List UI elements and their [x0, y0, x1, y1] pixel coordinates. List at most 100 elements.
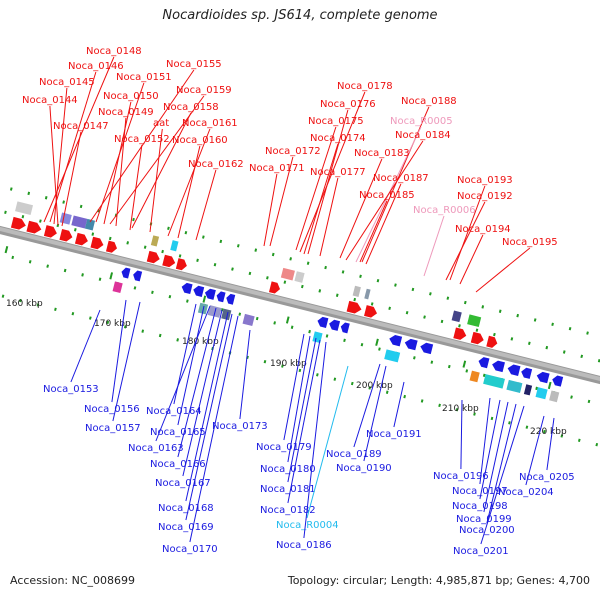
feature-block [451, 310, 462, 323]
backbone-line [0, 222, 600, 387]
kbp-label: 200 kbp [356, 381, 393, 391]
gene-label-top: Noca_0185 [359, 190, 415, 201]
track-dot [325, 334, 329, 338]
feature-block [506, 379, 523, 393]
track-dot [423, 315, 426, 319]
gene-label-bottom: Noca_0191 [366, 429, 422, 440]
forward-gene [346, 300, 362, 314]
feature-block [467, 314, 482, 328]
label-leader [149, 128, 163, 233]
forward-gene [105, 240, 118, 253]
track-dot [353, 297, 357, 302]
label-leader [480, 405, 525, 545]
track-dot [178, 254, 182, 258]
gene-label-bottom: Noca_0198 [452, 501, 508, 512]
track-dot [133, 286, 137, 290]
track-dot [71, 311, 75, 316]
forward-gene [364, 305, 378, 318]
label-leader [449, 185, 486, 281]
reverse-gene [478, 357, 490, 369]
gene-label-top: Noca_0152 [114, 134, 170, 145]
feature-block [469, 370, 480, 383]
label-leader [359, 200, 388, 263]
track-dot [27, 191, 31, 196]
label-leader [112, 301, 141, 422]
gene-label-bottom: Noca_0153 [43, 384, 99, 395]
track-dot [482, 373, 486, 377]
label-leader [479, 397, 491, 485]
label-leader [53, 87, 68, 225]
track-dot [463, 300, 467, 305]
reverse-gene [507, 364, 521, 377]
kbp-label: 170 kbp [94, 319, 131, 329]
track-dot [368, 386, 372, 390]
gene-label-bottom: Noca_0186 [276, 540, 332, 551]
track-dot [458, 324, 461, 328]
track-dot [324, 265, 327, 270]
track-dot [335, 293, 339, 297]
track-dot [79, 204, 83, 209]
track-dot [141, 329, 145, 333]
label-leader [103, 101, 132, 225]
track-dot [196, 258, 199, 263]
forward-gene [43, 225, 57, 238]
track-dot [62, 200, 65, 204]
feature-block [364, 288, 371, 300]
gene-label-bottom: Noca_0166 [150, 459, 206, 470]
gene-label-top: Noca_0178 [337, 81, 393, 92]
kbp-tick [547, 381, 552, 390]
label-leader [475, 247, 531, 293]
label-leader [479, 399, 501, 500]
track-dot [568, 327, 572, 331]
gene-label-top: Noca_0155 [166, 59, 222, 70]
reverse-gene [521, 367, 533, 379]
forward-gene [486, 335, 498, 348]
track-dot [333, 377, 337, 381]
label-leader [131, 112, 192, 229]
label-leader [195, 169, 217, 241]
track-dot [176, 338, 179, 342]
track-dot [289, 257, 293, 261]
gene-label-bottom: Noca_0189 [326, 449, 382, 460]
feature-block [384, 349, 401, 363]
track-dot [388, 306, 391, 311]
label-leader [263, 173, 278, 247]
feature-block [150, 235, 160, 247]
track-dot [186, 299, 189, 303]
gene-label-bottom: Noca_0196 [433, 471, 489, 482]
reverse-gene [340, 322, 350, 334]
kbp-label: 190 kbp [270, 359, 307, 369]
track-dot [403, 394, 407, 399]
label-leader [363, 365, 387, 462]
track-dot [21, 214, 25, 219]
kbp-label: 220 kbp [530, 427, 567, 437]
track-dot [586, 331, 589, 335]
gene-label-top: Noca_0188 [401, 96, 457, 107]
kbp-label: 180 kbp [182, 337, 219, 347]
track-dot [255, 316, 259, 321]
track-dot [273, 321, 277, 325]
forward-gene [10, 216, 26, 230]
gene-label-bottom: Noca_0169 [158, 522, 214, 533]
label-leader [111, 299, 127, 403]
feature-block [71, 215, 88, 229]
reverse-gene [133, 270, 143, 282]
gene-label-top: Noca_0175 [308, 116, 364, 127]
track-dot [508, 421, 511, 425]
feature-block [280, 267, 295, 281]
track-dot [98, 277, 102, 281]
label-leader [129, 144, 143, 231]
label-leader [115, 117, 127, 227]
track-dot [473, 412, 476, 416]
label-leader [486, 403, 517, 524]
reverse-gene [121, 267, 131, 279]
gene-label-bottom: Noca_0205 [519, 472, 575, 483]
kbp-tick [4, 246, 9, 254]
gene-label-bottom: Noca_0173 [212, 421, 268, 432]
reverse-gene [389, 334, 403, 347]
track-dot [11, 255, 15, 260]
reverse-gene [536, 371, 550, 384]
label-leader [295, 126, 337, 251]
label-leader [339, 158, 383, 259]
